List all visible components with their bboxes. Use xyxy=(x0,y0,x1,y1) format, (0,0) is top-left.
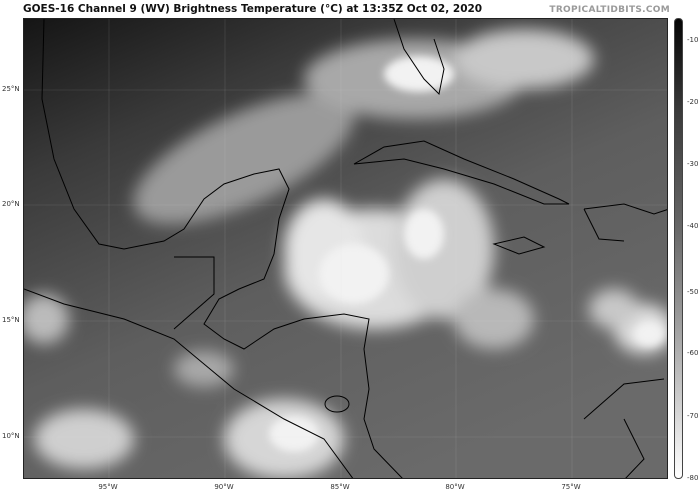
colorbar-tick: -10 xyxy=(687,36,699,44)
lat-label-10n: 10°N xyxy=(2,432,20,440)
colorbar-tick: -30 xyxy=(687,160,699,168)
colorbar-tick: -50 xyxy=(687,288,699,296)
satellite-map xyxy=(23,18,668,479)
colorbar-tick: -80 xyxy=(687,474,699,482)
colorbar-tick: -20 xyxy=(687,98,699,106)
colorbar-tick: -60 xyxy=(687,349,699,357)
lon-label-80w: 80°W xyxy=(445,483,465,491)
lon-label-95w: 95°W xyxy=(98,483,118,491)
lon-label-85w: 85°W xyxy=(330,483,350,491)
graticule xyxy=(24,19,667,478)
coastlines xyxy=(24,19,667,478)
lat-label-20n: 20°N xyxy=(2,200,20,208)
chart-title: GOES-16 Channel 9 (WV) Brightness Temper… xyxy=(23,3,483,15)
colorbar xyxy=(674,18,683,479)
satellite-imagery xyxy=(24,19,667,478)
colorbar-tick: -40 xyxy=(687,222,699,230)
lon-label-90w: 90°W xyxy=(214,483,234,491)
credit-watermark: TROPICALTIDBITS.COM xyxy=(549,5,670,15)
colorbar-tick: -70 xyxy=(687,412,699,420)
lat-label-25n: 25°N xyxy=(2,85,20,93)
lat-label-15n: 15°N xyxy=(2,316,20,324)
lon-label-75w: 75°W xyxy=(561,483,581,491)
